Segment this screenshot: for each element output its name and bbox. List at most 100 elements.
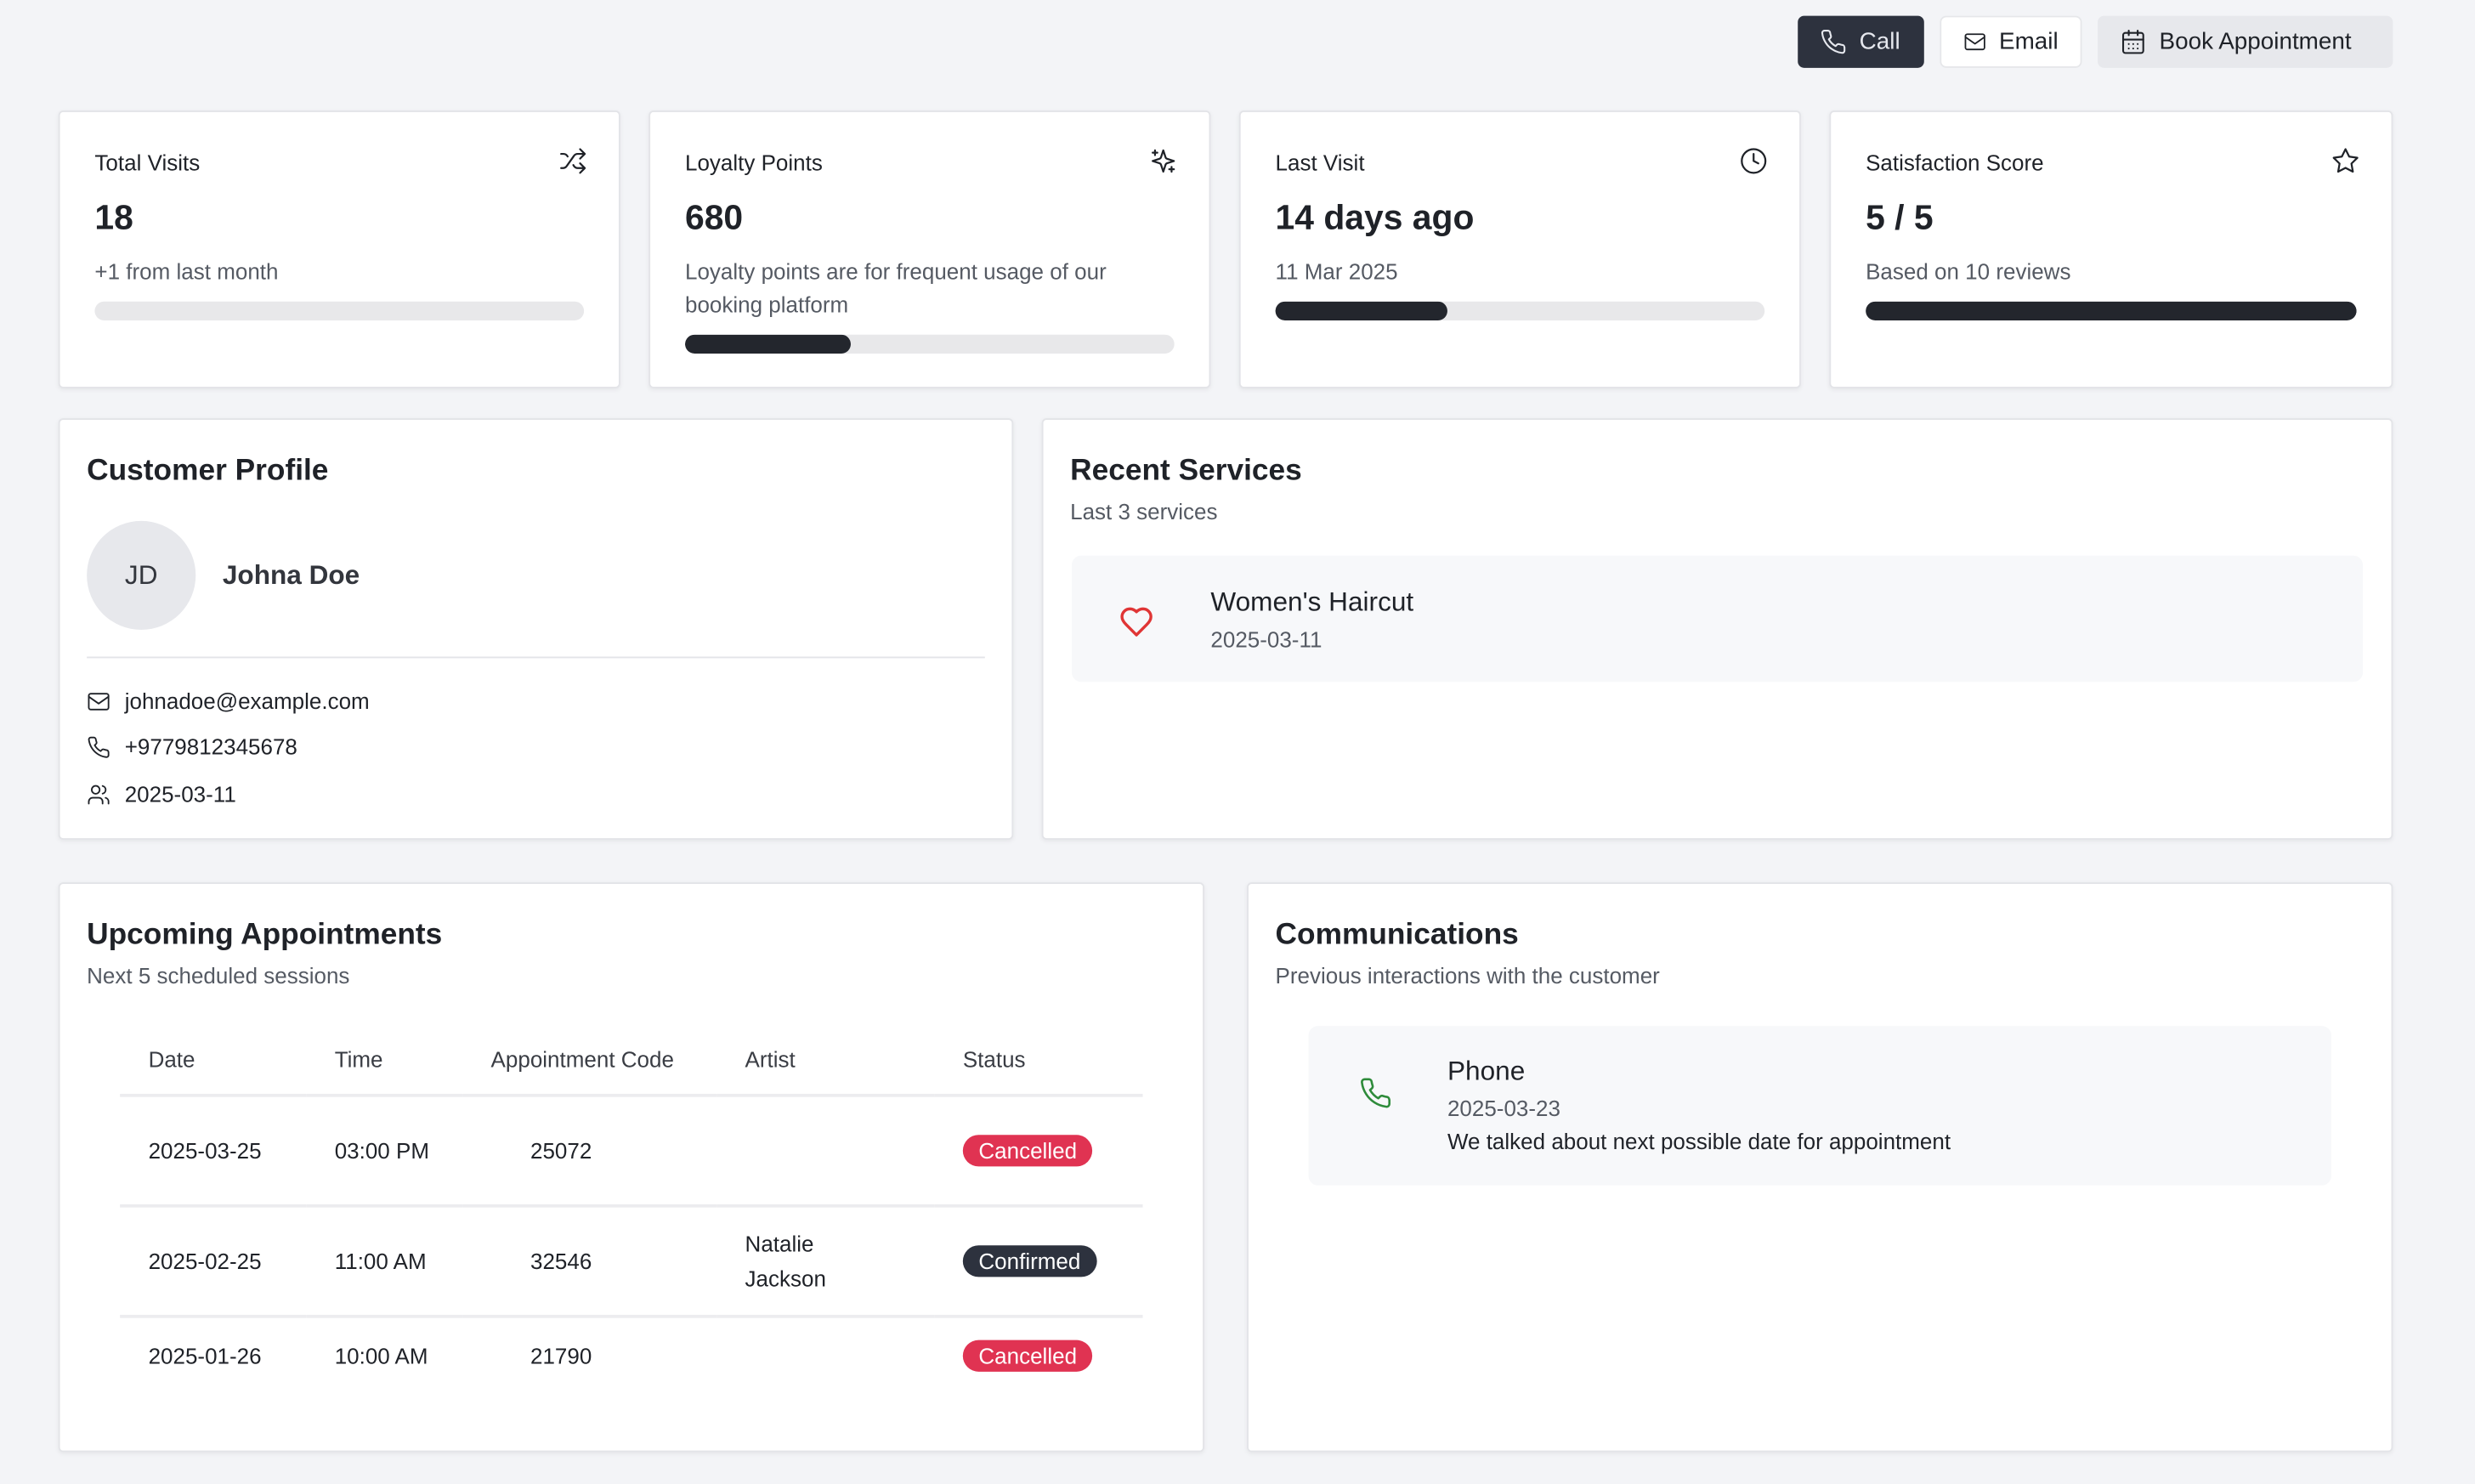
book-appointment-button[interactable]: Book Appointment: [2098, 15, 2393, 68]
section-title: Recent Services: [1070, 454, 1302, 488]
phone-icon: [1821, 30, 1846, 54]
phone-icon: [1361, 1078, 1391, 1108]
stat-label: Last Visit: [1275, 150, 1365, 176]
section-title: Upcoming Appointments: [87, 918, 443, 952]
stat-subtext: Loyalty points are for frequent usage of…: [684, 258, 1107, 318]
stat-subtext: +1 from last month: [94, 258, 279, 285]
stat-subtext: Based on 10 reviews: [1866, 258, 2071, 285]
clock-icon: [1741, 148, 1767, 174]
call-label: Call: [1859, 28, 1900, 55]
table-row[interactable]: 2025-02-25 11:00 AM 32546 Natalie Jackso…: [120, 1205, 1143, 1318]
stat-subtext: 11 Mar 2025: [1275, 258, 1398, 285]
date-text: 2025-03-25: [148, 1137, 262, 1164]
column-header-status: Status: [934, 1022, 1143, 1097]
call-button[interactable]: Call: [1798, 15, 1924, 68]
email-button[interactable]: Email: [1940, 15, 2082, 68]
column-header-artist: Artist: [716, 1022, 935, 1097]
service-date: 2025-03-11: [1210, 626, 1322, 652]
column-header-date: Date: [120, 1022, 307, 1097]
cell-status: Cancelled: [934, 1095, 1143, 1208]
stat-value: 18: [94, 197, 133, 237]
section-subtitle: Next 5 scheduled sessions: [87, 962, 350, 988]
section-subtitle: Last 3 services: [1070, 498, 1218, 524]
communication-type: Phone: [1447, 1056, 1526, 1086]
email-value: johnadoe@example.com: [124, 688, 370, 714]
shuffle-icon: [560, 148, 586, 174]
progress-bar: [684, 334, 1175, 354]
table-row[interactable]: 2025-03-25 03:00 PM 25072 Cancelled: [120, 1095, 1143, 1208]
contact-date: 2025-03-11: [87, 781, 236, 807]
communication-item[interactable]: Phone 2025-03-23 We talked about next po…: [1308, 1026, 2331, 1186]
customer-profile-card: Customer Profile JD Johna Doe johnadoe@e…: [58, 418, 1014, 840]
stat-card-satisfaction-score: Satisfaction Score 5 / 5 Based on 10 rev…: [1829, 110, 2393, 388]
cell-status: Cancelled: [934, 1317, 1142, 1392]
status-badge: Confirmed: [962, 1245, 1096, 1277]
heart-icon: [1120, 607, 1153, 637]
stat-value: 680: [684, 197, 744, 237]
cell-code: 25072: [462, 1095, 717, 1208]
communication-note: We talked about next possible date for a…: [1447, 1128, 1951, 1154]
cell-date: 2025-03-25: [120, 1095, 307, 1208]
phone-value: +9779812345678: [124, 734, 297, 760]
mail-icon: [1964, 33, 1985, 51]
stat-label: Loyalty Points: [684, 150, 823, 176]
stat-card-last-visit: Last Visit 14 days ago 11 Mar 2025: [1238, 110, 1801, 388]
stat-card-loyalty-points: Loyalty Points 680 Loyalty points are fo…: [648, 110, 1211, 388]
cell-time: 11:00 AM: [306, 1205, 463, 1318]
avatar-initials: JD: [124, 559, 158, 590]
section-subtitle: Previous interactions with the customer: [1275, 962, 1660, 988]
email-label: Email: [1998, 28, 2059, 55]
contact-phone: +9779812345678: [87, 734, 297, 760]
service-item[interactable]: Women's Haircut 2025-03-11: [1071, 555, 2364, 683]
mail-icon: [88, 692, 110, 710]
status-badge: Cancelled: [962, 1339, 1093, 1371]
cell-code: 21790: [530, 1342, 592, 1368]
communication-date: 2025-03-23: [1447, 1095, 1560, 1121]
progress-bar: [1866, 301, 2357, 320]
time-text: 10:00 AM: [334, 1342, 428, 1368]
phone-icon: [88, 735, 110, 757]
progress-bar: [94, 301, 585, 320]
appointments-table: Date Time Appointment Code Artist Status…: [120, 1022, 1143, 1392]
cell-artist: Natalie Jackson: [716, 1205, 935, 1318]
customer-name: Johna Doe: [222, 560, 360, 591]
artist-text: Natalie Jackson: [745, 1231, 826, 1292]
calendar-icon: [2121, 30, 2144, 54]
stat-value: 14 days ago: [1275, 197, 1475, 237]
cell-artist: [716, 1317, 934, 1392]
progress-bar: [1275, 301, 1765, 320]
stat-label: Satisfaction Score: [1866, 150, 2044, 176]
stat-label: Total Visits: [94, 150, 201, 176]
date-text: 2025-01-26: [148, 1342, 262, 1368]
stat-card-total-visits: Total Visits 18 +1 from last month: [58, 110, 620, 388]
sparkles-icon: [1152, 149, 1175, 173]
communications-card: Communications Previous interactions wit…: [1247, 882, 2393, 1453]
column-header-time: Time: [306, 1022, 463, 1097]
service-name: Women's Haircut: [1210, 586, 1414, 618]
avatar: JD: [87, 520, 196, 630]
cell-date: 2025-02-25: [120, 1205, 307, 1318]
recent-services-card: Recent Services Last 3 services Women's …: [1041, 418, 2393, 840]
time-text: 11:00 AM: [334, 1248, 427, 1274]
contact-email: johnadoe@example.com: [87, 688, 370, 714]
stat-value: 5 / 5: [1866, 197, 1934, 237]
book-appointment-label: Book Appointment: [2159, 28, 2352, 55]
cell-date: 2025-01-26: [120, 1317, 306, 1392]
users-icon: [88, 784, 110, 804]
cell-time: 10:00 AM: [306, 1317, 462, 1392]
status-badge: Cancelled: [962, 1135, 1093, 1167]
cell-status: Confirmed: [934, 1205, 1143, 1318]
time-text: 03:00 PM: [334, 1137, 430, 1164]
table-row[interactable]: 2025-01-26 10:00 AM 21790 Cancelled: [120, 1317, 1142, 1392]
date-value: 2025-03-11: [124, 781, 236, 807]
cell-artist: [716, 1095, 935, 1208]
star-icon: [2332, 148, 2359, 173]
date-text: 2025-02-25: [148, 1248, 262, 1274]
section-title: Communications: [1275, 918, 1519, 952]
divider: [87, 656, 985, 659]
column-header-code: Appointment Code: [462, 1022, 717, 1097]
cell-time: 03:00 PM: [306, 1095, 463, 1208]
upcoming-appointments-card: Upcoming Appointments Next 5 scheduled s…: [58, 882, 1204, 1453]
cell-code: 32546: [462, 1205, 717, 1318]
section-title: Customer Profile: [87, 454, 329, 488]
